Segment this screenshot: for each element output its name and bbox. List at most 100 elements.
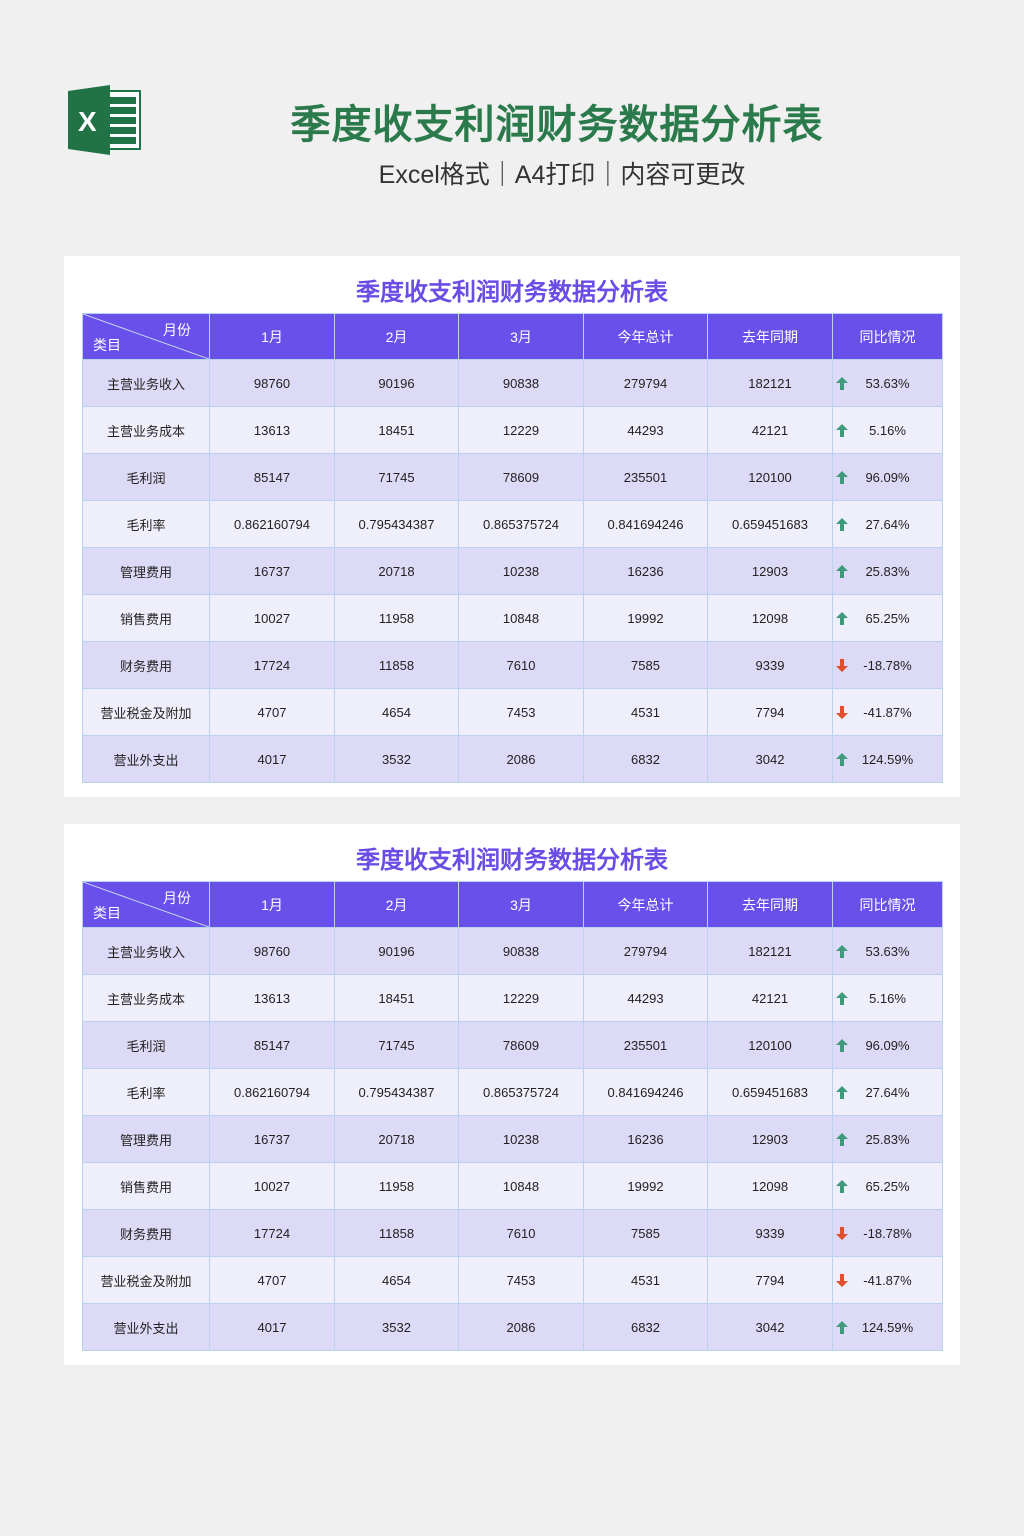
value-cell: 19992: [583, 1162, 708, 1210]
value-cell: 90838: [458, 927, 584, 975]
row-label: 管理费用: [82, 1115, 210, 1163]
value-cell: 3042: [707, 1303, 833, 1351]
change-cell: 65.25%: [832, 594, 943, 642]
change-value: 5.16%: [869, 990, 906, 1006]
value-cell: 12098: [707, 594, 833, 642]
arrow-up-icon: [836, 753, 848, 766]
change-value: -18.78%: [863, 657, 912, 673]
value-cell: 0.862160794: [209, 1068, 335, 1116]
column-header: 今年总计: [583, 313, 708, 360]
change-value: -41.87%: [863, 704, 912, 720]
change-value: 53.63%: [865, 375, 910, 391]
value-cell: 16236: [583, 547, 708, 595]
table-card-2: 季度收支利润财务数据分析表 月份 类目 1月 2月 3月 今年总计 去年同期 同比情况 主营业务…: [64, 824, 960, 1365]
value-cell: 10848: [458, 594, 584, 642]
table-row: 销售费用 10027 11958 10848 19992 12098 65.25%: [82, 1162, 943, 1210]
value-cell: 16737: [209, 1115, 335, 1163]
arrow-up-icon: [836, 565, 848, 578]
value-cell: 16737: [209, 547, 335, 595]
value-cell: 11958: [334, 1162, 459, 1210]
value-cell: 12229: [458, 974, 584, 1022]
value-cell: 19992: [583, 594, 708, 642]
corner-bottom-label: 类目: [93, 337, 121, 353]
table-row: 主营业务收入 98760 90196 90838 279794 182121 53.63%: [82, 359, 943, 407]
table-row: 财务费用 17724 11858 7610 7585 9339 -18.78%: [82, 641, 943, 689]
value-cell: 42121: [707, 406, 833, 454]
table-card-1: 季度收支利润财务数据分析表 月份 类目 1月 2月 3月 今年总计 去年同期 同比情况 主营业务…: [64, 256, 960, 797]
value-cell: 279794: [583, 359, 708, 407]
value-cell: 44293: [583, 974, 708, 1022]
value-cell: 10848: [458, 1162, 584, 1210]
value-cell: 10238: [458, 547, 584, 595]
arrow-down-icon: [836, 659, 848, 672]
change-cell: -41.87%: [832, 1256, 943, 1304]
column-header: 同比情况: [832, 313, 943, 360]
value-cell: 11958: [334, 594, 459, 642]
change-value: 124.59%: [861, 751, 914, 767]
row-label: 营业外支出: [82, 1303, 210, 1351]
change-value: -18.78%: [863, 1225, 912, 1241]
value-cell: 98760: [209, 927, 335, 975]
value-cell: 12903: [707, 1115, 833, 1163]
value-cell: 18451: [334, 406, 459, 454]
page-title: 季度收支利润财务数据分析表: [290, 103, 824, 147]
value-cell: 17724: [209, 641, 335, 689]
corner-bottom-label: 类目: [93, 905, 121, 921]
value-cell: 4654: [334, 1256, 459, 1304]
change-cell: -18.78%: [832, 641, 943, 689]
value-cell: 4707: [209, 1256, 335, 1304]
row-label: 财务费用: [82, 641, 210, 689]
value-cell: 182121: [707, 359, 833, 407]
change-cell: -18.78%: [832, 1209, 943, 1257]
arrow-up-icon: [836, 1086, 848, 1099]
row-label: 主营业务收入: [82, 359, 210, 407]
row-label: 营业外支出: [82, 735, 210, 783]
change-cell: 27.64%: [832, 500, 943, 548]
column-header: 去年同期: [707, 881, 833, 928]
change-cell: 5.16%: [832, 974, 943, 1022]
value-cell: 78609: [458, 453, 584, 501]
change-value: -41.87%: [863, 1272, 912, 1288]
arrow-up-icon: [836, 424, 848, 437]
column-header: 同比情况: [832, 881, 943, 928]
arrow-up-icon: [836, 377, 848, 390]
svg-text:X: X: [78, 106, 97, 137]
row-label: 销售费用: [82, 1162, 210, 1210]
corner-header: 月份 类目: [82, 881, 210, 928]
value-cell: 11858: [334, 1209, 459, 1257]
column-header: 3月: [458, 881, 584, 928]
row-label: 销售费用: [82, 594, 210, 642]
column-header: 今年总计: [583, 881, 708, 928]
value-cell: 4017: [209, 735, 335, 783]
value-cell: 12098: [707, 1162, 833, 1210]
value-cell: 120100: [707, 1021, 833, 1069]
row-label: 主营业务成本: [82, 406, 210, 454]
change-value: 27.64%: [865, 516, 910, 532]
arrow-up-icon: [836, 1039, 848, 1052]
finance-table: 月份 类目 1月 2月 3月 今年总计 去年同期 同比情况 主营业务收入 98760 90196 90…: [82, 881, 943, 1351]
value-cell: 235501: [583, 1021, 708, 1069]
arrow-up-icon: [836, 518, 848, 531]
table-title: 季度收支利润财务数据分析表: [356, 847, 668, 874]
change-cell: 53.63%: [832, 359, 943, 407]
value-cell: 10027: [209, 1162, 335, 1210]
change-cell: 65.25%: [832, 1162, 943, 1210]
row-label: 毛利率: [82, 1068, 210, 1116]
value-cell: 0.795434387: [334, 1068, 459, 1116]
change-value: 5.16%: [869, 422, 906, 438]
table-row: 销售费用 10027 11958 10848 19992 12098 65.25%: [82, 594, 943, 642]
row-label: 毛利润: [82, 453, 210, 501]
header-row: 月份 类目 1月 2月 3月 今年总计 去年同期 同比情况: [82, 881, 943, 928]
change-value: 25.83%: [865, 563, 910, 579]
table-row: 主营业务成本 13613 18451 12229 44293 42121 5.16%: [82, 406, 943, 454]
value-cell: 85147: [209, 1021, 335, 1069]
value-cell: 10027: [209, 594, 335, 642]
value-cell: 0.862160794: [209, 500, 335, 548]
value-cell: 0.659451683: [707, 1068, 833, 1116]
value-cell: 13613: [209, 974, 335, 1022]
value-cell: 12903: [707, 547, 833, 595]
value-cell: 4531: [583, 688, 708, 736]
row-label: 营业税金及附加: [82, 1256, 210, 1304]
change-cell: 124.59%: [832, 735, 943, 783]
table-row: 毛利率 0.862160794 0.795434387 0.865375724 0.84…: [82, 500, 943, 548]
